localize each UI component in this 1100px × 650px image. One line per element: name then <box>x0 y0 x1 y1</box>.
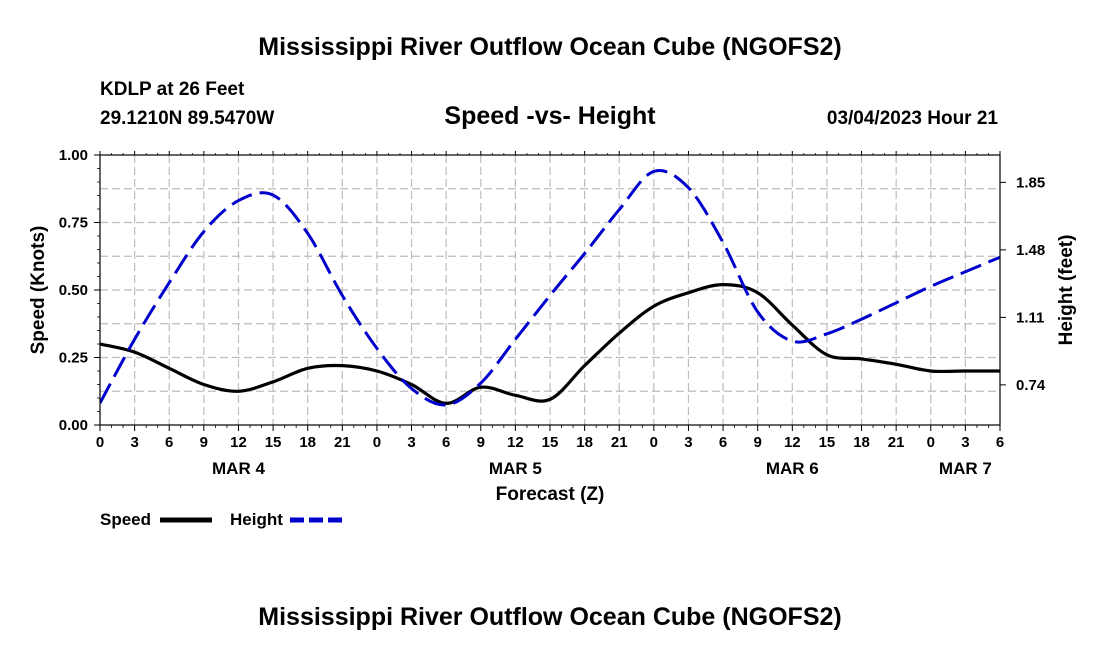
date-label: MAR 5 <box>489 459 542 478</box>
x-tick-label: 12 <box>784 434 801 451</box>
x-tick-label: 15 <box>265 434 282 451</box>
x-tick-label: 3 <box>130 434 138 451</box>
station-label: KDLP at 26 Feet <box>100 79 245 100</box>
y-left-tick-label: 0.25 <box>59 350 88 367</box>
y-left-tick-label: 0.00 <box>59 417 88 434</box>
x-tick-label: 6 <box>996 434 1004 451</box>
y-right-tick-label: 1.11 <box>1016 309 1044 326</box>
x-tick-label: 21 <box>888 434 905 451</box>
y-axis-left-label: Speed (Knots) <box>28 226 49 355</box>
x-tick-label: 3 <box>407 434 415 451</box>
legend: Speed Height <box>100 510 342 529</box>
date-label: MAR 6 <box>766 459 819 478</box>
x-tick-label: 21 <box>334 434 351 451</box>
chart-title: Mississippi River Outflow Ocean Cube (NG… <box>258 33 841 61</box>
y-right-tick-label: 1.85 <box>1016 174 1045 191</box>
x-tick-label: 9 <box>477 434 485 451</box>
x-tick-label: 18 <box>299 434 316 451</box>
y-left-tick-label: 0.50 <box>59 282 88 299</box>
axes: 0 3 6 9 12 15 18 21 0 3 6 9 12 15 18 21 0 3 6 9 12 15 18 21 0 3 6M… <box>59 147 1046 478</box>
series-line-speed <box>100 283 1000 406</box>
x-tick-label: 12 <box>230 434 247 451</box>
chart-subtitle: Speed -vs- Height <box>444 102 656 130</box>
x-tick-label: 18 <box>853 434 870 451</box>
x-tick-label: 12 <box>507 434 524 451</box>
x-tick-label: 3 <box>961 434 969 451</box>
x-tick-label: 21 <box>611 434 628 451</box>
series-line-height <box>100 169 1000 407</box>
x-tick-label: 15 <box>542 434 559 451</box>
legend-height-label: Height <box>230 510 283 529</box>
footer-title: Mississippi River Outflow Ocean Cube (NG… <box>258 603 841 631</box>
y-right-tick-label: 0.74 <box>1016 377 1046 394</box>
x-tick-label: 3 <box>684 434 692 451</box>
x-tick-label: 15 <box>819 434 836 451</box>
x-tick-label: 6 <box>165 434 173 451</box>
x-tick-label: 6 <box>442 434 450 451</box>
y-right-tick-label: 1.48 <box>1016 242 1045 259</box>
x-tick-label: 0 <box>927 434 935 451</box>
y-left-tick-label: 1.00 <box>59 147 88 164</box>
y-axis-right-label: Height (feet) <box>1056 235 1077 346</box>
timestamp-label: 03/04/2023 Hour 21 <box>827 108 999 129</box>
x-tick-label: 18 <box>576 434 593 451</box>
x-tick-label: 0 <box>96 434 104 451</box>
date-label: MAR 4 <box>212 459 265 478</box>
x-tick-label: 9 <box>200 434 208 451</box>
legend-speed-label: Speed <box>100 510 151 529</box>
location-label: 29.1210N 89.5470W <box>100 108 274 129</box>
y-left-tick-label: 0.75 <box>59 215 88 232</box>
date-label: MAR 7 <box>939 459 992 478</box>
series-layer <box>100 169 1000 407</box>
x-tick-label: 6 <box>719 434 727 451</box>
x-tick-label: 9 <box>754 434 762 451</box>
grid <box>100 155 1000 425</box>
x-tick-label: 0 <box>373 434 381 451</box>
x-axis-label: Forecast (Z) <box>496 484 605 505</box>
x-tick-label: 0 <box>650 434 658 451</box>
